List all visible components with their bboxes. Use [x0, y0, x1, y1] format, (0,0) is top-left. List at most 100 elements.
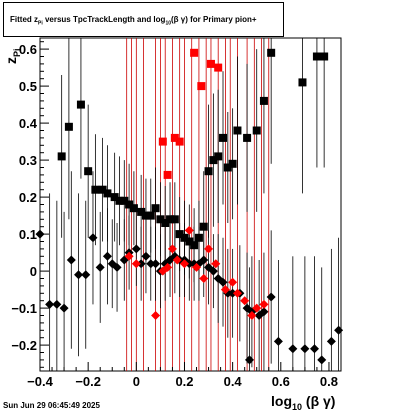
data-point-diamond — [52, 299, 62, 309]
data-point-square — [103, 189, 112, 198]
data-point-diamond — [95, 262, 105, 272]
data-point-diamond — [211, 259, 221, 269]
data-point-diamond — [273, 336, 283, 346]
data-point-square — [158, 137, 167, 146]
data-point-square — [76, 100, 85, 109]
data-point-square — [214, 152, 223, 161]
data-point-diamond — [192, 262, 202, 272]
data-point-square — [190, 241, 199, 250]
data-point-square — [110, 193, 119, 202]
data-point-diamond — [326, 336, 336, 346]
data-point-diamond — [66, 255, 76, 265]
data-point-diamond — [131, 244, 141, 254]
y-tick-label: −0.2 — [11, 338, 37, 353]
data-point-square — [161, 219, 170, 227]
data-point-diamond — [208, 266, 218, 276]
x-tick-label: −0.4 — [27, 374, 53, 389]
data-point-diamond — [199, 255, 209, 265]
data-point-diamond — [146, 259, 156, 269]
x-axis-ticks: −0.4 −0.2 0 0.2 0.4 0.6 0.8 — [27, 362, 342, 389]
x-tick-label: −0.2 — [75, 374, 101, 389]
data-point-diamond — [300, 344, 310, 354]
data-point-square — [320, 52, 329, 61]
data-point-diamond — [151, 259, 161, 269]
data-point-square — [175, 137, 184, 146]
y-axis-ticks: −0.2 −0.1 0 0.1 0.2 0.3 0.4 0.5 0.6 — [11, 41, 49, 368]
data-point-diamond — [218, 277, 228, 287]
y-tick-label: −0.1 — [11, 301, 37, 316]
y-axis-label: zPi — [3, 48, 22, 64]
data-point-square — [197, 82, 206, 91]
data-point-square — [146, 211, 155, 220]
data-point-diamond — [232, 288, 242, 298]
data-point-diamond — [334, 325, 344, 335]
data-point-square — [199, 222, 208, 231]
data-point-diamond — [45, 299, 55, 309]
data-point-square — [151, 204, 160, 213]
data-point-diamond — [228, 277, 238, 287]
data-point-diamond — [172, 255, 182, 265]
data-point-square — [57, 152, 66, 161]
x-tick-label: 0.2 — [175, 374, 193, 389]
x-tick-label: 0 — [133, 374, 140, 389]
data-point-square — [137, 207, 146, 216]
data-point-square — [129, 204, 138, 213]
data-point-square — [194, 233, 203, 242]
data-point-diamond — [220, 285, 230, 295]
data-point-square — [298, 78, 307, 87]
data-point-square — [98, 185, 107, 194]
y-tick-label: 0.3 — [19, 153, 37, 168]
plot-title-box: Fitted zPi versus TpcTrackLength and log… — [3, 2, 284, 37]
data-point-diamond — [266, 292, 276, 302]
x-tick-label: 0.4 — [224, 374, 243, 389]
y-tick-label: 0.2 — [19, 190, 37, 205]
timestamp: Sun Jun 29 06:45:49 2025 — [3, 401, 100, 410]
plot-title: Fitted zPi versus TpcTrackLength and log… — [10, 15, 257, 27]
data-point-diamond — [102, 251, 112, 261]
data-point-square — [312, 52, 321, 61]
data-point-square — [170, 215, 179, 224]
data-markers — [35, 48, 344, 365]
data-point-diamond — [88, 233, 98, 243]
y-tick-label: 0.5 — [19, 79, 37, 94]
data-point-diamond — [259, 307, 269, 317]
data-point-diamond — [163, 262, 173, 272]
data-point-diamond — [59, 303, 69, 313]
data-point-diamond — [184, 259, 194, 269]
data-point-diamond — [317, 355, 327, 365]
error-bars — [39, 38, 339, 371]
data-point-square — [156, 215, 165, 224]
data-point-diamond — [247, 311, 257, 320]
data-point-diamond — [288, 344, 298, 354]
data-point-square — [64, 122, 73, 131]
data-point-square — [223, 163, 232, 172]
data-point-square — [214, 63, 223, 72]
data-point-diamond — [244, 355, 254, 365]
y-tick-label: 0 — [30, 264, 37, 279]
data-point-square — [166, 215, 175, 224]
data-point-square — [243, 133, 252, 142]
y-tick-label: 0.4 — [19, 116, 38, 131]
data-point-diamond — [167, 244, 177, 254]
data-point-square — [91, 185, 100, 194]
data-point-square — [115, 196, 124, 205]
data-point-diamond — [179, 259, 189, 269]
data-point-diamond — [228, 288, 238, 298]
data-point-square — [175, 230, 184, 239]
data-point-square — [125, 200, 134, 209]
data-point-square — [267, 48, 276, 57]
data-point-square — [190, 48, 199, 57]
data-point-diamond — [184, 225, 194, 235]
data-point-square — [204, 167, 213, 176]
data-point-square — [163, 170, 172, 179]
data-point-square — [259, 96, 268, 105]
data-point-square — [228, 159, 237, 168]
data-point-diamond — [204, 244, 214, 254]
data-point-diamond — [199, 274, 209, 283]
data-point-square — [233, 126, 242, 135]
data-point-diamond — [74, 270, 84, 280]
data-point-square — [185, 237, 194, 246]
x-tick-label: 0.8 — [320, 374, 338, 389]
x-axis-label: log10 (β γ) — [271, 393, 336, 412]
